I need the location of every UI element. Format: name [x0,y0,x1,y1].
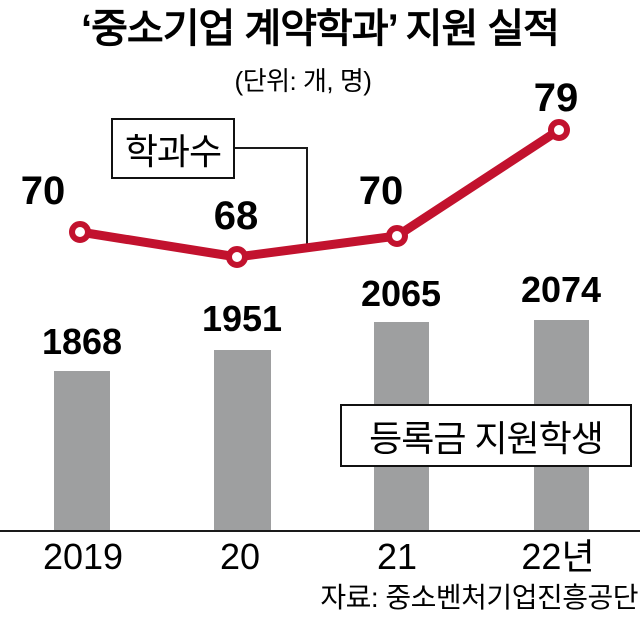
bar-value-label-2020: 1951 [201,298,283,339]
line-value-label-2020: 68 [213,194,259,238]
line-series [75,125,564,262]
bar-value-label-2019: 1868 [41,321,123,362]
line-series-label-box: 학과수 [111,118,235,179]
line-series-label: 학과수 [124,130,222,172]
line-value-label-2019: 70 [20,169,66,213]
line-value-label-2022: 79 [533,76,579,120]
bar-series-label-box: 등록금 지원학생 [340,404,632,467]
chart-title: ‘중소기업 계약학과’ 지원 실적 [81,7,560,51]
data-point-marker-2019 [69,221,91,243]
data-point-marker-2020 [226,246,248,268]
bar-series-label: 등록금 지원학생 [369,417,604,459]
data-point-marker-2021 [386,225,408,247]
callout-connector-line [235,147,308,246]
unit-note: (단위: 개, 명) [234,66,372,96]
data-point-marker-2022 [548,119,570,141]
x-axis-label-2020: 20 [219,536,261,577]
bar-2019 [54,371,110,531]
bar-2020 [214,350,271,531]
x-axis-label-2021: 21 [376,536,418,577]
x-axis-label-2019: 2019 [42,536,124,577]
bar-value-label-2021: 2065 [360,273,442,314]
bar-value-label-2022: 2074 [520,269,602,310]
source-credit: 자료: 중소벤처기업진흥공단 [320,582,638,613]
x-axis-label-2022: 22년 [521,536,595,577]
line-value-label-2021: 70 [358,169,404,213]
